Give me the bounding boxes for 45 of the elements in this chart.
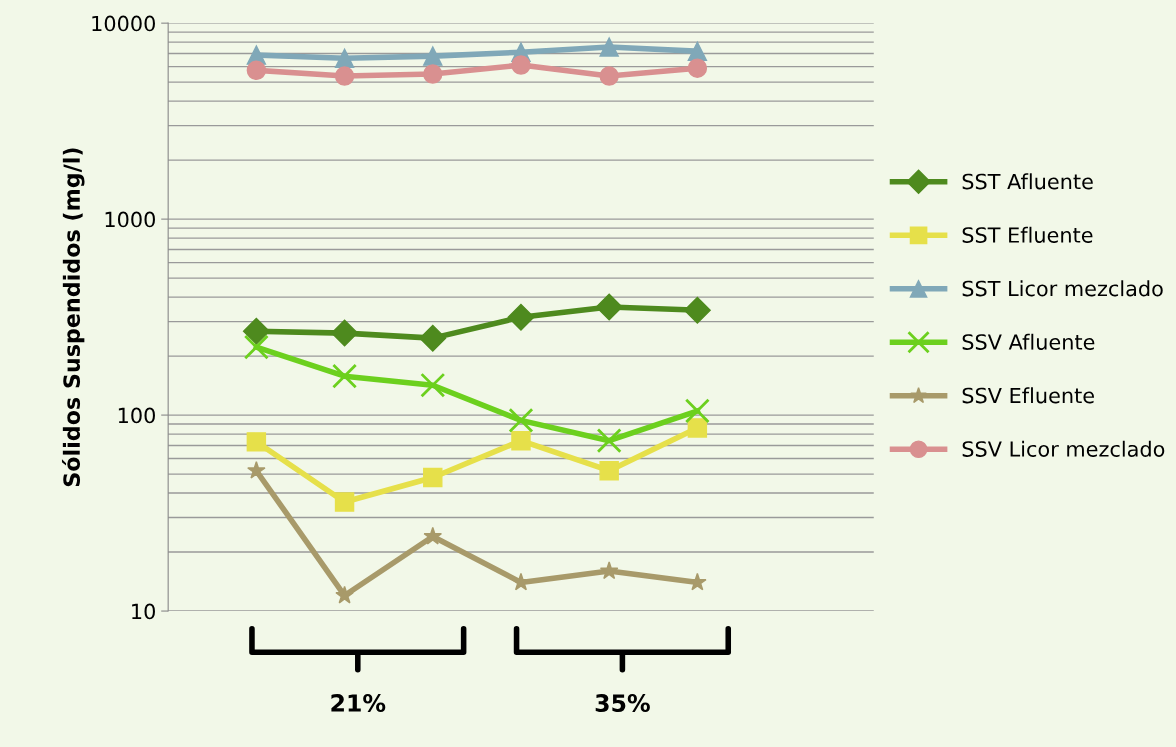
legend-label: SST Licor mezclado [962,280,1163,297]
point [508,407,534,433]
y-tick-label: 1000 [105,211,155,228]
point [511,430,531,451]
point [423,64,443,84]
point [334,66,355,86]
legend-label: SST Afluente [962,173,1093,190]
point [420,372,446,398]
legend-label: SST Efluente [962,226,1093,243]
point [684,398,710,424]
point [419,324,447,352]
point [511,55,531,75]
point [331,319,359,347]
point [596,428,622,454]
y-axis-title: Sólidos Suspendidos (mg/l) [61,148,85,487]
text: 21% [331,694,386,712]
point [243,334,269,360]
point [242,317,270,345]
point [599,37,619,57]
point [595,293,623,321]
point [507,303,535,331]
legend-label: SSV Afluente [962,333,1095,350]
point [246,432,267,452]
point [334,48,355,68]
point [599,461,619,481]
point [332,363,358,389]
point [683,296,711,324]
point [687,41,708,61]
point [687,418,708,438]
point [687,58,708,78]
point [246,60,267,80]
point [599,66,619,86]
y-tick-label: 100 [118,407,155,424]
text: 35% [595,694,650,712]
point [599,561,619,580]
legend-label: SSV Licor mezclado [962,440,1165,457]
point [335,585,354,604]
point [423,467,443,488]
point [334,492,355,512]
legend-label: SSV Efluente [962,387,1094,404]
point [247,461,266,479]
y-tick-label: 10000 [92,15,155,32]
point [423,526,443,545]
y-tick-label: 10 [132,603,155,620]
point [423,46,443,66]
